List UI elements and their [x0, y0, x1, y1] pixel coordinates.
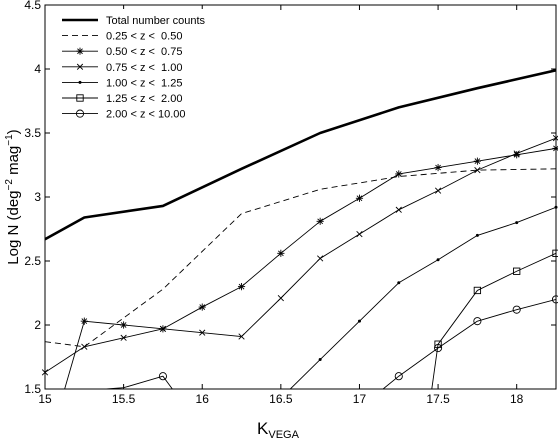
series-line-2 — [45, 168, 556, 348]
series-line-7-segment-2 — [382, 298, 556, 389]
legend-label-6: 1.25 < z < 2.00 — [106, 93, 182, 105]
plot-series-layer — [45, 69, 556, 389]
legend-marker-6 — [76, 94, 84, 102]
data-point-s4-6 — [238, 333, 245, 340]
axis-ticks: 15 15.5 16 16.5 17 17.5 18 1.5 2 2.5 3 3.5 4 4.5 — [24, 0, 556, 406]
legend-marker-4 — [76, 63, 84, 70]
y-tick-label-2: 2 — [34, 318, 41, 332]
data-point-s7-2 — [158, 372, 167, 381]
series-line-4 — [45, 137, 556, 373]
x-tick-label-2: 15.5 — [112, 392, 136, 406]
legend-label-5: 1.00 < z < 1.25 — [106, 77, 182, 89]
legend-marker-5 — [78, 80, 82, 84]
data-point-s7-6 — [512, 305, 521, 314]
y-axis-title: Log N (deg−2 mag−1) — [4, 129, 22, 264]
data-point-s4-9 — [356, 231, 363, 238]
series-line-5 — [289, 206, 556, 389]
x-tick-label-5: 17 — [353, 392, 367, 406]
legend-label-7: 2.00 < z < 10.00 — [106, 109, 186, 121]
data-point-s3-7 — [277, 249, 285, 257]
data-point-s5-4 — [397, 281, 401, 285]
data-point-s7-4 — [434, 343, 443, 353]
data-point-s4-7 — [277, 295, 284, 302]
plot-marker-layer — [41, 135, 558, 381]
data-point-s3-14 — [552, 144, 558, 152]
legend-label-3: 0.50 < z < 0.75 — [106, 46, 182, 58]
data-point-s3-8 — [316, 217, 324, 225]
data-point-s5-2 — [318, 358, 322, 362]
series-line-1 — [45, 69, 556, 241]
series-line-3 — [64, 147, 556, 389]
y-tick-label-7: 4.5 — [24, 0, 41, 12]
data-point-s6-4 — [513, 267, 521, 275]
legend-label-4: 0.75 < z < 1.00 — [106, 62, 182, 74]
y-tick-label-6: 4 — [34, 62, 41, 76]
data-point-s6-2 — [434, 340, 442, 348]
x-tick-label-1: 15 — [38, 392, 52, 406]
legend-label-2: 0.25 < z < 0.50 — [106, 31, 182, 43]
data-point-s3-2 — [80, 317, 88, 325]
data-point-s3-3 — [120, 321, 128, 329]
data-point-s3-11 — [434, 163, 442, 172]
x-axis-title: KVEGA — [257, 419, 300, 441]
data-point-s3-12 — [473, 157, 481, 165]
data-point-s4-13 — [513, 150, 520, 157]
data-point-s3-6 — [237, 283, 246, 291]
data-point-s6-3 — [473, 286, 482, 295]
data-point-s3-9 — [355, 194, 364, 202]
y-tick-label-1: 1.5 — [24, 382, 41, 396]
data-point-s4-2 — [81, 343, 88, 350]
data-point-s3-5 — [198, 303, 206, 311]
data-point-s7-5 — [473, 317, 482, 326]
data-point-s7-3 — [394, 372, 403, 381]
y-tick-label-4: 3 — [34, 190, 41, 204]
x-tick-label-6: 17.5 — [426, 392, 450, 406]
data-point-s4-5 — [199, 329, 206, 336]
legend-background — [53, 9, 223, 110]
data-point-s4-4 — [159, 325, 167, 332]
data-point-s4-12 — [474, 167, 481, 174]
data-point-s4-10 — [395, 206, 402, 213]
data-point-s3-10 — [395, 170, 403, 178]
x-tick-label-7: 18 — [510, 392, 524, 406]
y-tick-label-5: 3.5 — [24, 126, 41, 140]
data-point-s4-11 — [434, 187, 442, 194]
data-point-s4-8 — [317, 255, 324, 262]
legend-label-1: Total number counts — [106, 15, 206, 27]
series-line-6 — [431, 252, 556, 389]
series-line-7-segment-1 — [106, 375, 173, 389]
legend-marker-3 — [76, 47, 84, 55]
legend-marker-7 — [75, 109, 85, 118]
data-point-s5-3 — [357, 319, 361, 323]
data-point-s5-5 — [436, 258, 440, 262]
data-point-s5-6 — [475, 233, 479, 237]
y-tick-label-3: 2.5 — [24, 254, 41, 268]
data-point-s5-7 — [515, 221, 519, 225]
legend: Total number counts 0.25 < z < 0.50 0.50 <… — [53, 9, 223, 121]
data-point-s4-3 — [120, 334, 127, 341]
data-point-s3-13 — [513, 151, 521, 159]
x-tick-label-3: 16 — [196, 392, 210, 406]
x-tick-label-4: 16.5 — [269, 392, 293, 406]
